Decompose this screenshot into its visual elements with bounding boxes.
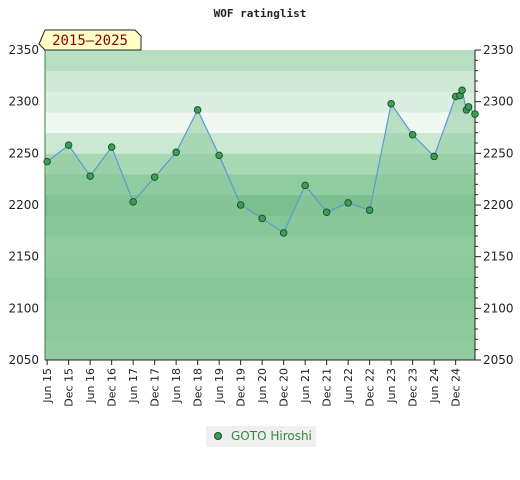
data-point xyxy=(172,148,180,157)
data-point xyxy=(471,110,479,118)
x-tick-label: Jun 24 xyxy=(428,368,441,404)
background-band xyxy=(45,50,475,72)
y-tick-label-left: 2050 xyxy=(8,353,39,367)
background-band xyxy=(45,91,475,113)
x-tick-label: Jun 19 xyxy=(213,368,226,404)
x-tick-label: Dec 18 xyxy=(192,368,205,407)
data-point xyxy=(64,141,73,149)
x-tick-label: Dec 19 xyxy=(235,368,248,407)
legend-label: GOTO Hiroshi xyxy=(231,429,312,443)
period-badge: 2015–2025 xyxy=(38,29,142,51)
data-point xyxy=(43,157,51,166)
data-point xyxy=(150,173,159,181)
x-tick-label: Jun 23 xyxy=(385,368,398,404)
y-tick-label-left: 2250 xyxy=(8,146,39,160)
y-tick-label-right: 2150 xyxy=(483,250,514,264)
data-point xyxy=(193,106,202,114)
y-tick-label-left: 2350 xyxy=(8,43,39,57)
data-point xyxy=(215,151,223,160)
data-point xyxy=(258,214,266,223)
y-tick-label-right: 2300 xyxy=(483,95,514,109)
x-tick-label: Jun 21 xyxy=(299,368,312,404)
x-tick-label: Jun 18 xyxy=(170,368,183,404)
x-tick-label: Dec 20 xyxy=(278,368,291,407)
background-band xyxy=(45,153,475,175)
data-point xyxy=(322,208,331,216)
x-tick-label: Dec 24 xyxy=(450,368,463,407)
legend: GOTO Hiroshi xyxy=(206,426,316,447)
period-badge-text: 2015–2025 xyxy=(52,33,128,49)
data-point xyxy=(301,181,309,190)
y-tick-label-right: 2250 xyxy=(483,146,514,160)
data-point xyxy=(279,229,288,237)
y-tick-label-right: 2100 xyxy=(483,301,514,315)
area-fill xyxy=(47,90,476,361)
y-tick-label-left: 2100 xyxy=(8,301,39,315)
legend-marker xyxy=(214,432,222,440)
x-axis: Jun 15 Dec 15 Jun 16 Dec 16 Jun 17 Dec 17 Jun … xyxy=(41,359,475,407)
data-point xyxy=(236,201,245,209)
y-tick-label-right: 2350 xyxy=(483,43,514,57)
y-tick-label-left: 2200 xyxy=(8,198,39,212)
data-point xyxy=(430,152,438,161)
y-axis-right: 2050 2100 2150 2200 2250 2300 2350 xyxy=(474,43,514,367)
y-tick-label-left: 2300 xyxy=(8,95,39,109)
background-band xyxy=(45,132,475,154)
data-point xyxy=(464,103,473,111)
x-tick-label: Jun 20 xyxy=(256,368,269,404)
y-tick-label-right: 2200 xyxy=(483,198,514,212)
data-point xyxy=(86,172,94,180)
series-points xyxy=(43,86,479,237)
data-point xyxy=(129,198,137,206)
data-point xyxy=(458,86,466,95)
x-tick-label: Jun 22 xyxy=(342,368,355,404)
x-tick-label: Dec 15 xyxy=(63,368,76,407)
data-point xyxy=(344,199,352,207)
x-tick-label: Jun 16 xyxy=(84,368,97,404)
background-band xyxy=(45,112,475,134)
y-tick-label-right: 2050 xyxy=(483,353,514,367)
y-tick-label-left: 2150 xyxy=(8,250,39,264)
y-axis-left: 2050 2100 2150 2200 2250 2300 2350 xyxy=(8,43,46,367)
x-tick-label: Jun 15 xyxy=(41,368,54,404)
data-point xyxy=(387,99,395,108)
x-tick-label: Dec 16 xyxy=(106,368,119,407)
data-point xyxy=(408,130,417,139)
x-tick-label: Dec 21 xyxy=(321,368,334,407)
x-tick-label: Dec 22 xyxy=(364,368,377,407)
data-point xyxy=(107,143,116,151)
x-tick-label: Jun 17 xyxy=(127,368,140,404)
background-band xyxy=(45,70,475,92)
data-point xyxy=(365,206,374,214)
chart-title: WOF ratinglist xyxy=(214,7,307,20)
x-tick-label: Dec 17 xyxy=(149,368,162,407)
x-tick-label: Dec 23 xyxy=(407,368,420,407)
